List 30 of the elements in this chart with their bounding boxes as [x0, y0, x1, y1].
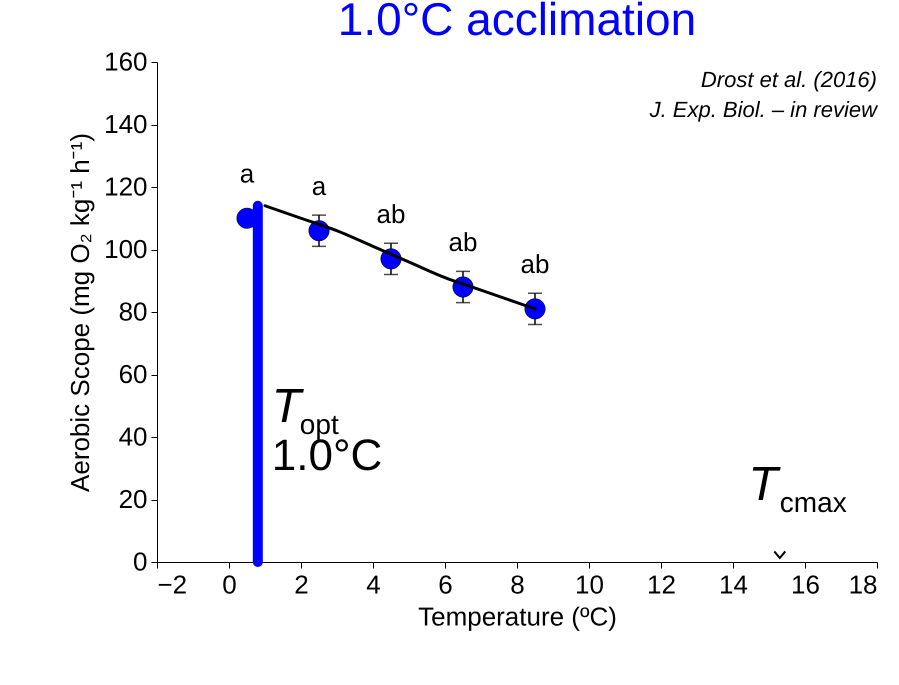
annotation: ab [448, 227, 478, 257]
x-tick-label: 12 [647, 570, 676, 600]
annotation: a [312, 170, 327, 201]
y-tick-label: 20 [118, 484, 148, 514]
y-tick-label: 40 [118, 422, 148, 452]
x-axis-title: Temperature (ºC) [418, 602, 617, 632]
y-axis-title: Aerobic Scope (mg O₂ kg⁻¹ h⁻¹) [65, 133, 96, 492]
annotation: ab [376, 198, 406, 229]
x-tick-label: 4 [366, 570, 381, 600]
x-tick-label: 8 [510, 570, 525, 600]
x-tick-label: 18 [848, 570, 878, 600]
annotation: Drost et al. (2016) [700, 67, 877, 92]
x-tick-label: 14 [719, 570, 748, 600]
annotation: J. Exp. Biol. – in review [648, 97, 880, 122]
annotation: ab [520, 248, 550, 279]
y-tick-label: 0 [133, 546, 148, 576]
y-tick-label: 140 [104, 109, 148, 139]
chart-title: 1.0°C acclimation [338, 0, 696, 45]
x-tick-label: −2 [158, 570, 188, 600]
y-tick-label: 100 [104, 234, 148, 264]
y-tick-label: 80 [118, 296, 148, 326]
x-tick-label: 2 [294, 570, 309, 600]
y-tick-label: 60 [118, 359, 148, 389]
y-tick-label: 120 [104, 172, 148, 202]
x-tick-label: 0 [222, 570, 237, 600]
x-tick-label: 10 [575, 570, 604, 600]
y-tick-label: 160 [104, 46, 148, 76]
annotation: a [240, 158, 255, 188]
x-tick-label: 6 [438, 570, 453, 600]
x-tick-label: 16 [791, 570, 820, 600]
